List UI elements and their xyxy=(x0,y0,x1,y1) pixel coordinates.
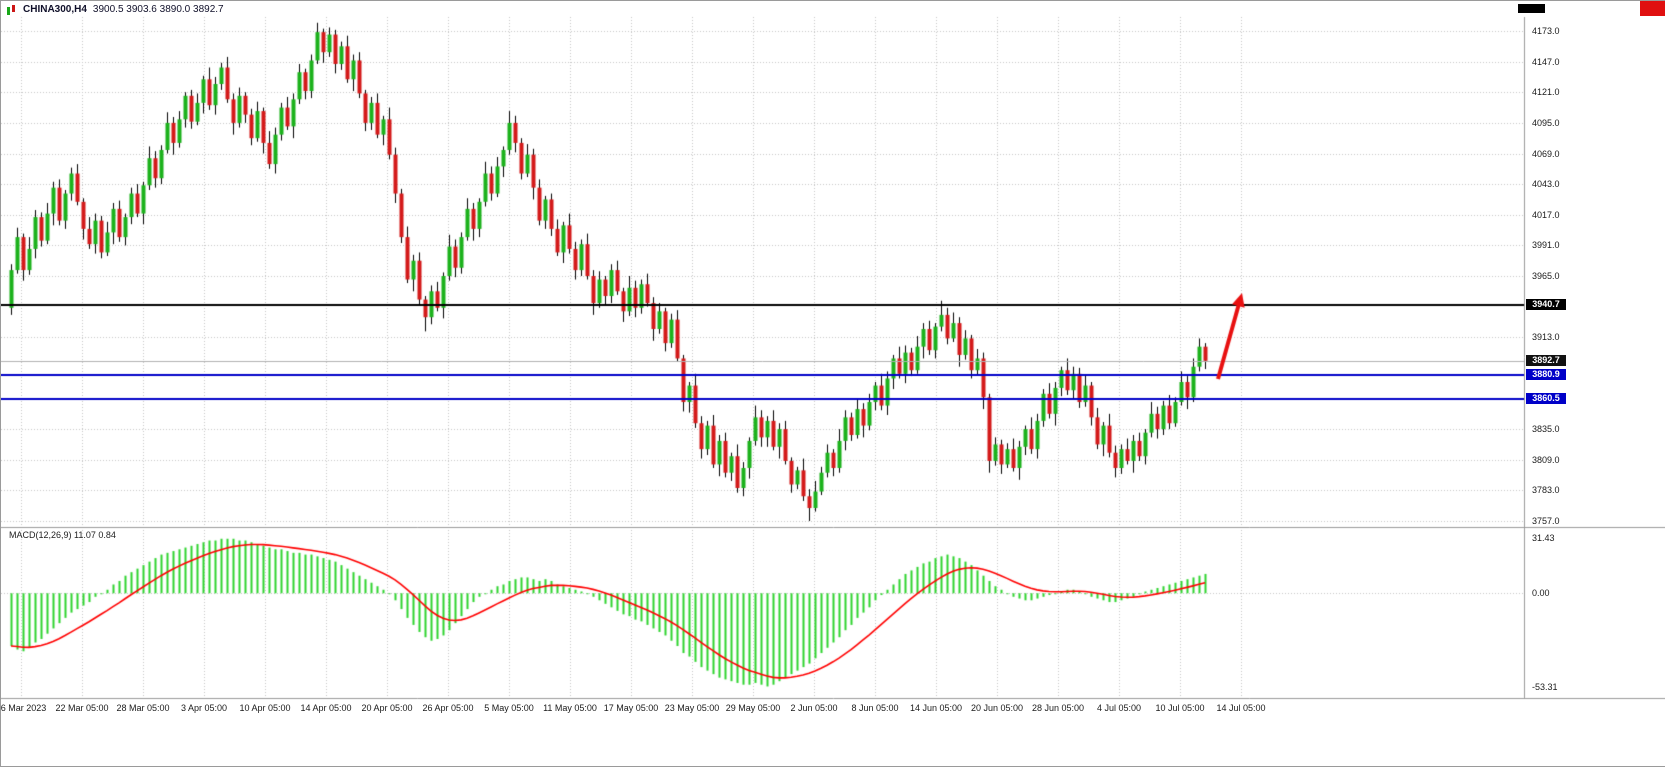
price-axis[interactable]: 4173.0 4147.0 4121.0 4095.0 4069.0 4043.0 4017… xyxy=(1525,17,1665,699)
time-axis-label: 2 Jun 05:00 xyxy=(790,703,838,713)
time-axis-label: 29 May 05:00 xyxy=(725,703,781,713)
price-axis-label: 3809.0 xyxy=(1532,454,1560,465)
price-axis-label: 3835.0 xyxy=(1532,424,1560,435)
price-axis-label: 3783.0 xyxy=(1532,485,1560,496)
time-axis-label: 17 May 05:00 xyxy=(603,703,659,713)
time-axis-label: 20 Apr 05:00 xyxy=(361,703,413,713)
price-axis-label: 3965.0 xyxy=(1532,271,1560,281)
price-axis-label: 4017.0 xyxy=(1532,209,1560,220)
macd-axis-label: -53.31 xyxy=(1532,682,1558,692)
top-right-black-marker xyxy=(1518,4,1545,13)
time-axis-label: 20 Jun 05:00 xyxy=(970,703,1024,713)
time-axis-label: 10 Jul 05:00 xyxy=(1155,703,1205,713)
time-axis-label: 14 Jun 05:00 xyxy=(909,703,963,713)
time-axis-label: 28 Jun 05:00 xyxy=(1031,703,1085,713)
time-axis-label: 23 May 05:00 xyxy=(664,703,720,713)
time-axis-label: 8 Jun 05:00 xyxy=(851,703,899,713)
time-axis-label: 4 Jul 05:00 xyxy=(1096,703,1142,713)
price-axis-label: 4043.0 xyxy=(1532,179,1560,190)
time-axis-label: 10 Apr 05:00 xyxy=(239,703,291,713)
time-axis-label: 28 Mar 05:00 xyxy=(116,703,170,713)
chart-header: CHINA300,H4 3900.5 3903.6 3890.0 3892.7 xyxy=(6,3,224,16)
price-axis-label: 3757.0 xyxy=(1532,516,1560,526)
price-axis-label: 4069.0 xyxy=(1532,148,1560,159)
top-right-red-marker xyxy=(1640,1,1665,16)
price-line-badge: 3940.7 xyxy=(1526,298,1566,310)
time-axis-label: 3 Apr 05:00 xyxy=(180,703,228,713)
time-axis-label: 26 Apr 05:00 xyxy=(422,703,474,713)
time-axis-label: 22 Mar 05:00 xyxy=(55,703,109,713)
price-axis-label: 4121.0 xyxy=(1532,87,1560,98)
time-axis-label: 16 Mar 2023 xyxy=(0,703,47,713)
ohlc-values-label: 3900.5 3903.6 3890.0 3892.7 xyxy=(92,4,224,15)
price-axis-label: 3991.0 xyxy=(1532,240,1560,251)
candlestick-chart-icon xyxy=(6,4,17,15)
time-axis-label: 11 May 05:00 xyxy=(543,703,597,713)
price-line-badge: 3892.7 xyxy=(1526,355,1566,367)
time-axis-label: 5 May 05:00 xyxy=(484,703,534,713)
macd-axis-label: 31.43 xyxy=(1532,533,1555,543)
time-axis-label: 14 Apr 05:00 xyxy=(300,703,352,713)
price-line-badge: 3860.5 xyxy=(1526,393,1566,405)
time-axis[interactable]: 16 Mar 2023 22 Mar 05:00 28 Mar 05:00 3 Apr… xyxy=(1,700,1665,720)
macd-axis-label: 0.00 xyxy=(1532,588,1550,599)
time-axis-label: 14 Jul 05:00 xyxy=(1216,703,1266,713)
price-line-badge: 3880.9 xyxy=(1526,369,1566,381)
symbol-period-label: CHINA300,H4 xyxy=(23,4,87,15)
price-axis-label: 4173.0 xyxy=(1532,26,1560,36)
price-axis-label: 4095.0 xyxy=(1532,117,1560,128)
price-axis-label: 4147.0 xyxy=(1532,56,1560,67)
macd-indicator-label: MACD(12,26,9) 11.07 0.84 xyxy=(9,530,116,540)
price-axis-label: 3913.0 xyxy=(1532,332,1560,343)
